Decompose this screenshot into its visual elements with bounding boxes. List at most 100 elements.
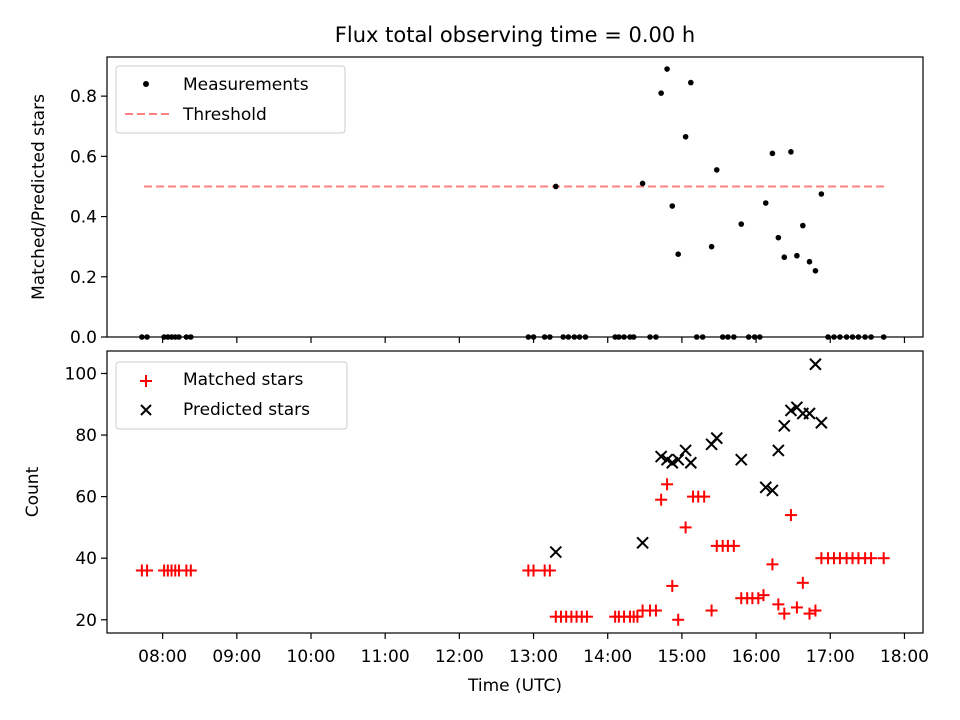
measurement-point bbox=[806, 258, 813, 265]
matched-star-point bbox=[631, 610, 644, 623]
measurement-point bbox=[553, 183, 559, 190]
x-tick-label: 10:00 bbox=[287, 647, 336, 667]
top-y-tick-label: 0.4 bbox=[70, 208, 97, 228]
matched-star-point bbox=[772, 598, 785, 611]
legend-measurements-label: Measurements bbox=[183, 75, 309, 95]
x-tick-label: 17:00 bbox=[806, 647, 855, 667]
x-tick-label: 18:00 bbox=[880, 647, 929, 667]
matched-star-point bbox=[698, 490, 711, 503]
bottom-panel: 20 40 60 80 100 08:00 09:00 10:00 11:00 12:00 13:… bbox=[23, 350, 929, 696]
predicted-star-point bbox=[766, 484, 779, 497]
top-panel: 0.00.20.40.60.8 Matched/Predicted stars … bbox=[29, 56, 924, 348]
matched-star-point bbox=[141, 564, 154, 577]
bottom-legend-box bbox=[115, 361, 348, 430]
x-tick-label: 16:00 bbox=[732, 647, 781, 667]
measurement-point bbox=[762, 200, 769, 206]
legend-predicted-label: Predicted stars bbox=[183, 400, 310, 420]
matched-star-point bbox=[543, 564, 556, 577]
bottom-y-tick-label: 100 bbox=[65, 364, 97, 384]
figure-title: Flux total observing time = 0.00 h bbox=[335, 23, 695, 47]
matched-star-point bbox=[679, 521, 692, 534]
x-tick-label: 08:00 bbox=[138, 647, 187, 667]
bottom-x-axis: 08:00 09:00 10:00 11:00 12:00 13:00 14:00 15:00… bbox=[138, 633, 929, 667]
matched-star-point bbox=[527, 564, 540, 577]
x-tick-label: 12:00 bbox=[435, 647, 484, 667]
bottom-y-tick-label: 40 bbox=[75, 549, 97, 569]
x-tick-label: 13:00 bbox=[509, 647, 558, 667]
measurement-point bbox=[688, 79, 694, 86]
matched-star-point bbox=[865, 552, 878, 565]
matched-star-point bbox=[655, 493, 668, 506]
x-tick-label: 11:00 bbox=[361, 647, 410, 667]
measurement-point bbox=[738, 221, 745, 227]
measurement-point bbox=[800, 222, 806, 229]
bottom-y-tick-label: 20 bbox=[75, 611, 97, 631]
bottom-y-axis: 20 40 60 80 100 bbox=[65, 364, 107, 631]
top-y-tick-label: 0.2 bbox=[70, 268, 97, 288]
top-axes-frame bbox=[106, 56, 924, 338]
matched-star-point bbox=[672, 613, 685, 626]
predicted-star-point bbox=[759, 481, 772, 494]
matched-star-point bbox=[877, 552, 890, 565]
matched-star-point bbox=[649, 604, 662, 617]
measurement-point bbox=[708, 243, 715, 250]
predicted-star-point bbox=[684, 456, 698, 469]
predicted-star-point bbox=[654, 450, 668, 463]
legend-predicted-marker bbox=[140, 404, 152, 416]
matched-star-point bbox=[757, 589, 770, 602]
measurement-point bbox=[682, 133, 689, 140]
predicted-star-point bbox=[772, 444, 785, 457]
top-legend-box bbox=[115, 65, 346, 134]
predicted-star-point bbox=[679, 444, 692, 457]
measurement-point bbox=[788, 149, 794, 155]
top-y-tick-label: 0.6 bbox=[70, 147, 97, 167]
bottom-axes-frame bbox=[106, 350, 924, 634]
measurement-point bbox=[781, 254, 788, 261]
measurement-point bbox=[775, 234, 782, 241]
measurement-point bbox=[669, 203, 676, 209]
top-x-ticks bbox=[162, 337, 906, 343]
legend-measurements-marker bbox=[143, 81, 149, 87]
matched-star-point bbox=[705, 604, 718, 617]
predicted-star-point bbox=[809, 358, 822, 371]
measurement-point bbox=[713, 167, 720, 173]
matched-star-point bbox=[796, 576, 809, 589]
bottom-y-tick-label: 80 bbox=[75, 426, 97, 446]
measurement-point bbox=[664, 66, 670, 72]
legend-matched-label: Matched stars bbox=[183, 370, 303, 390]
matched-star-point bbox=[580, 610, 593, 623]
measurement-point bbox=[639, 180, 646, 187]
predicted-star-point bbox=[636, 536, 649, 550]
matched-star-point bbox=[766, 558, 779, 571]
predicted-star-point bbox=[784, 404, 798, 417]
matched-star-point bbox=[727, 539, 740, 552]
x-tick-label: 14:00 bbox=[583, 647, 632, 667]
predicted-star-point bbox=[815, 416, 828, 429]
top-y-tick-label: 0.8 bbox=[70, 87, 97, 107]
predicted-star-point bbox=[778, 419, 791, 433]
matched-star-point bbox=[778, 607, 791, 620]
measurement-point bbox=[675, 251, 681, 258]
predicted-star-point bbox=[549, 545, 563, 559]
top-y-axis: 0.0 0.2 0.4 0.6 0.8 bbox=[70, 87, 107, 348]
top-y-axis-label: Matched/Predicted stars bbox=[29, 94, 49, 300]
matched-star-point bbox=[809, 604, 822, 617]
measurement-point bbox=[658, 90, 664, 96]
bottom-y-tick-label: 60 bbox=[75, 488, 97, 508]
top-y-tick-label: 0.0 bbox=[70, 328, 97, 348]
measurement-point bbox=[818, 191, 825, 197]
legend-threshold-label: Threshold bbox=[182, 105, 267, 125]
matched-star-point bbox=[784, 509, 797, 522]
legend-matched-marker bbox=[140, 375, 152, 387]
bottom-plot-area bbox=[135, 358, 890, 626]
bottom-y-axis-label: Count bbox=[23, 466, 43, 517]
predicted-star-point bbox=[735, 453, 748, 466]
bottom-legend: Matched stars Predicted stars bbox=[115, 361, 348, 430]
top-legend: Measurements Threshold bbox=[115, 65, 346, 134]
predicted-star-point bbox=[710, 431, 723, 445]
predicted-star-point bbox=[666, 456, 679, 469]
matched-star-point bbox=[666, 579, 679, 592]
matched-star-point bbox=[790, 601, 803, 614]
measurement-point bbox=[812, 267, 819, 274]
